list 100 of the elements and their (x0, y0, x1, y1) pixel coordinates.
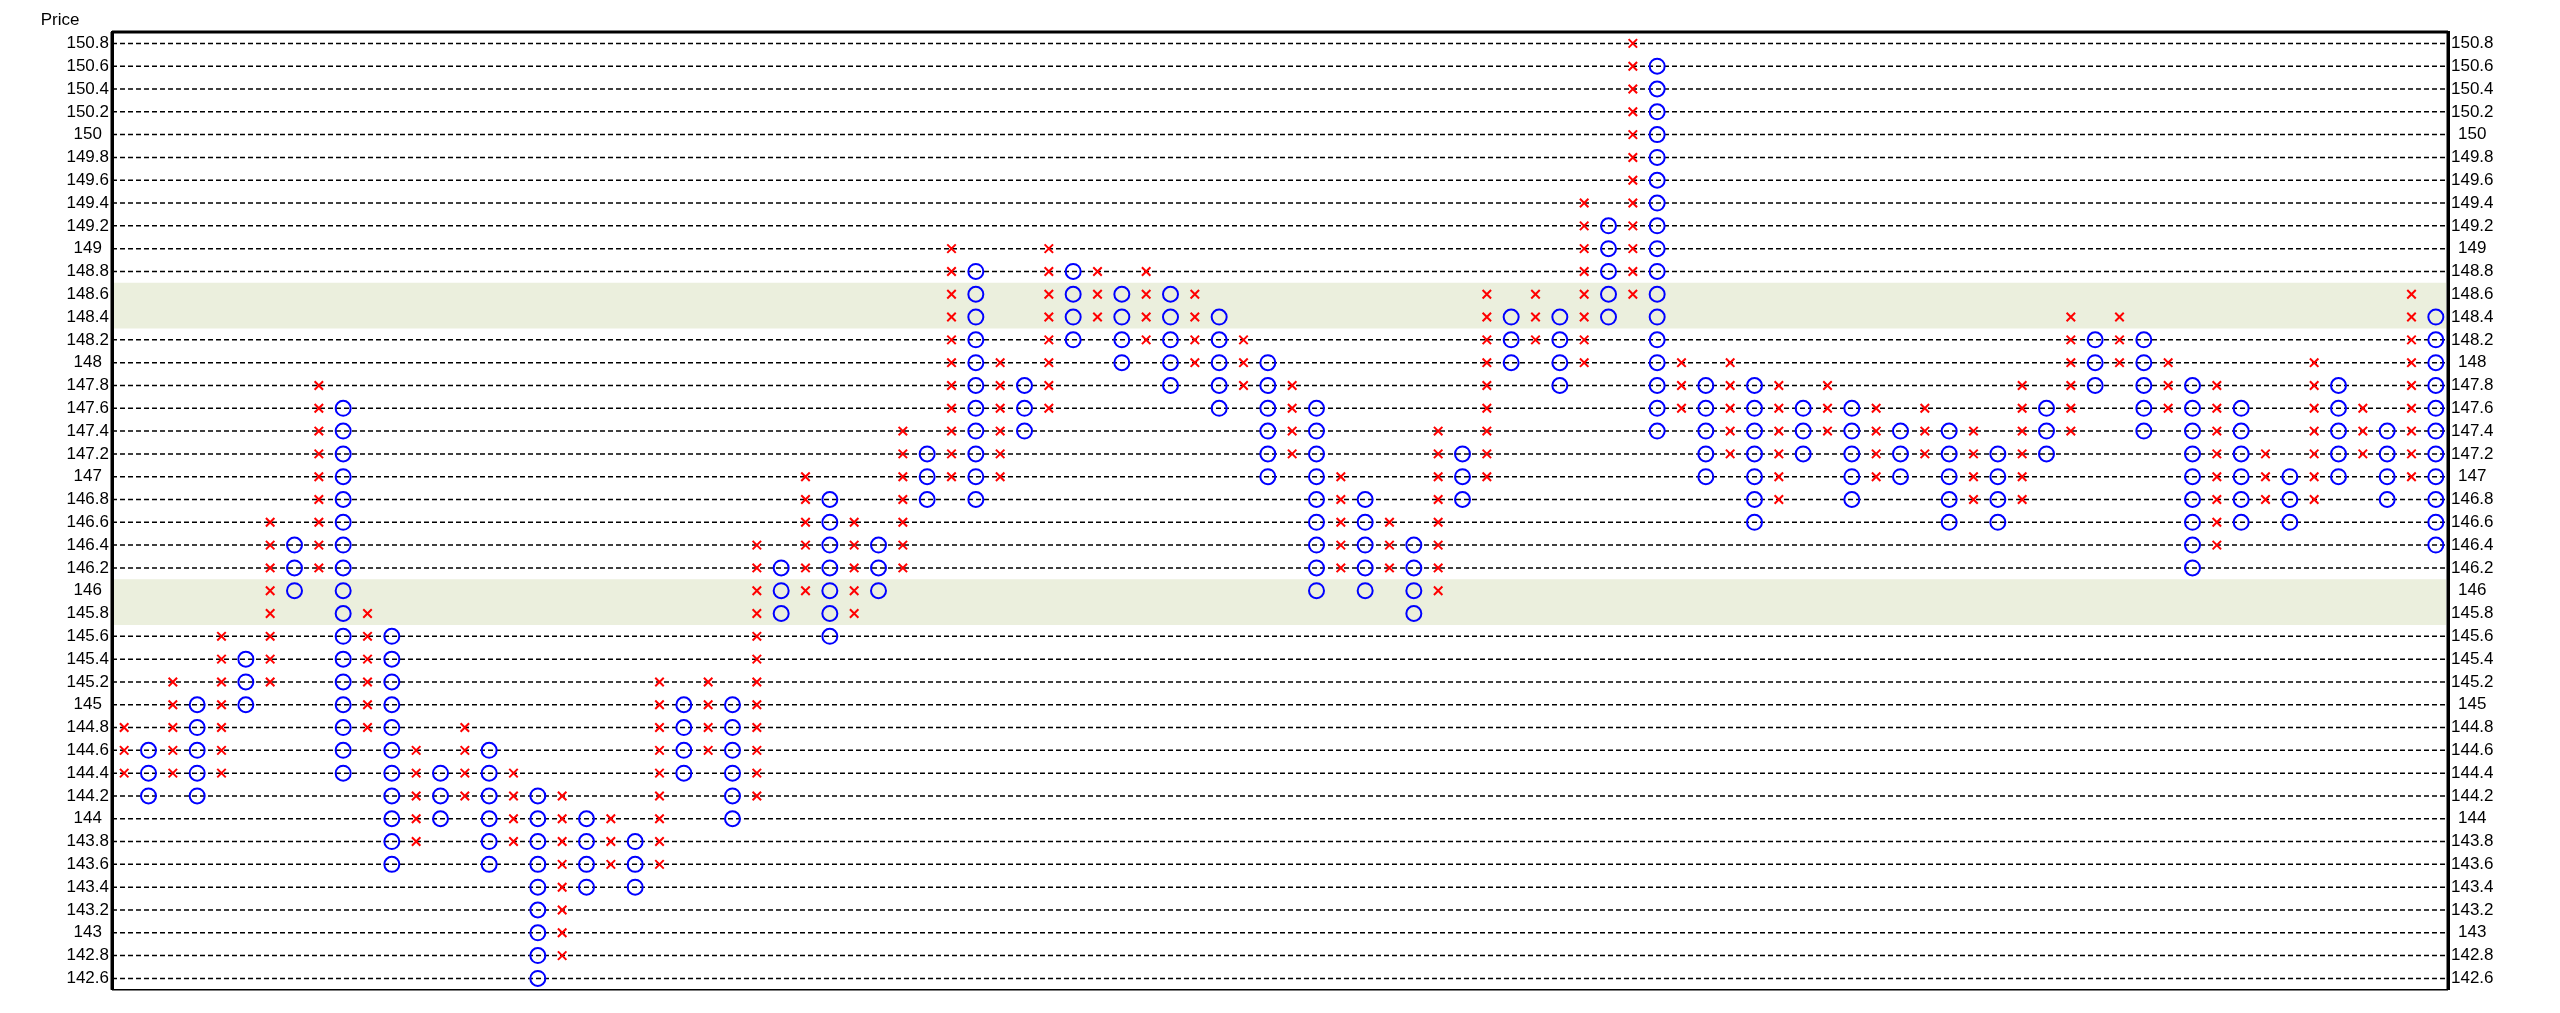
point (2406, 425, 2417, 437)
y2-tick-label: 147.6 (2451, 397, 2494, 417)
point (1724, 425, 1736, 437)
point (2232, 491, 2250, 508)
point (1286, 380, 1298, 391)
y2-tick-label: 145.8 (2451, 603, 2494, 623)
point (334, 719, 352, 737)
point (751, 608, 763, 619)
y-tick-label: 146.8 (66, 489, 109, 509)
point (1843, 491, 1861, 508)
point (167, 722, 179, 733)
point (870, 582, 887, 600)
y2-tick-label: 149.6 (2451, 169, 2494, 189)
point (1578, 220, 1590, 232)
point (1064, 331, 1082, 349)
point (1356, 513, 1374, 531)
point (1189, 357, 1201, 368)
point (2378, 491, 2396, 508)
point (967, 399, 985, 417)
point (2016, 448, 2028, 460)
point (383, 855, 401, 873)
y-tick-label: 143.2 (66, 899, 109, 919)
y-tick-label: 143.4 (66, 876, 109, 896)
y-tick-label: 146.6 (66, 511, 109, 531)
point (605, 836, 617, 847)
point (334, 696, 352, 714)
point (848, 585, 860, 596)
point (1043, 380, 1055, 391)
point (626, 855, 644, 873)
point (188, 696, 206, 714)
point (1773, 471, 1785, 482)
point (1356, 536, 1374, 554)
point (821, 559, 839, 577)
point (2308, 448, 2320, 460)
point (334, 468, 352, 486)
y2-tick-label: 150.2 (2451, 101, 2494, 121)
point (2135, 399, 2153, 417)
point (2330, 376, 2347, 394)
point (556, 904, 568, 916)
point (1308, 445, 1325, 463)
point (967, 308, 985, 326)
point (848, 539, 860, 551)
y-tick-label: 148 (73, 352, 102, 372)
point (1968, 494, 1979, 505)
point (188, 787, 206, 805)
point (383, 719, 401, 737)
point (2308, 425, 2320, 437)
point (1162, 308, 1179, 326)
point (2016, 380, 2028, 391)
y2-tick-label: 143.6 (2451, 854, 2494, 874)
point (1551, 308, 1569, 326)
point (772, 582, 790, 600)
point (2260, 471, 2271, 482)
point (1940, 491, 1958, 508)
point (188, 764, 206, 782)
point (556, 927, 568, 939)
point (1746, 491, 1763, 508)
point (1968, 471, 1979, 482)
point (264, 631, 276, 642)
point (362, 699, 373, 710)
point (362, 608, 373, 619)
point (1335, 517, 1347, 528)
point (1530, 334, 1541, 346)
point (724, 696, 741, 714)
point (167, 676, 179, 688)
point (1481, 471, 1493, 482)
point (2038, 445, 2055, 463)
point (334, 650, 352, 668)
y-tick-label: 150 (73, 124, 102, 144)
point (556, 813, 568, 825)
point (432, 810, 449, 828)
point (237, 673, 255, 691)
point (334, 582, 352, 600)
point (751, 631, 763, 642)
point (334, 559, 352, 577)
point (1627, 266, 1639, 277)
point (2406, 448, 2417, 460)
point (432, 787, 449, 805)
point (994, 403, 1006, 414)
point (313, 403, 325, 414)
y2-tick-label: 142.6 (2451, 968, 2494, 988)
point (1648, 354, 1666, 372)
y-tick-label: 145 (73, 694, 102, 714)
point (508, 767, 519, 779)
point (1794, 399, 1812, 417)
point (529, 969, 547, 987)
y2-tick-label: 142.8 (2451, 945, 2494, 965)
point (1502, 354, 1520, 372)
point (946, 403, 957, 414)
point (1551, 331, 1569, 349)
y2-tick-label: 144.4 (2451, 762, 2494, 782)
point (118, 745, 130, 756)
point (1648, 80, 1666, 98)
point (821, 536, 839, 554)
point (1627, 197, 1639, 209)
point (1454, 491, 1471, 508)
point (918, 445, 936, 463)
point (2016, 471, 2028, 482)
point (946, 380, 957, 391)
y2-tick-label: 146.2 (2451, 557, 2494, 577)
